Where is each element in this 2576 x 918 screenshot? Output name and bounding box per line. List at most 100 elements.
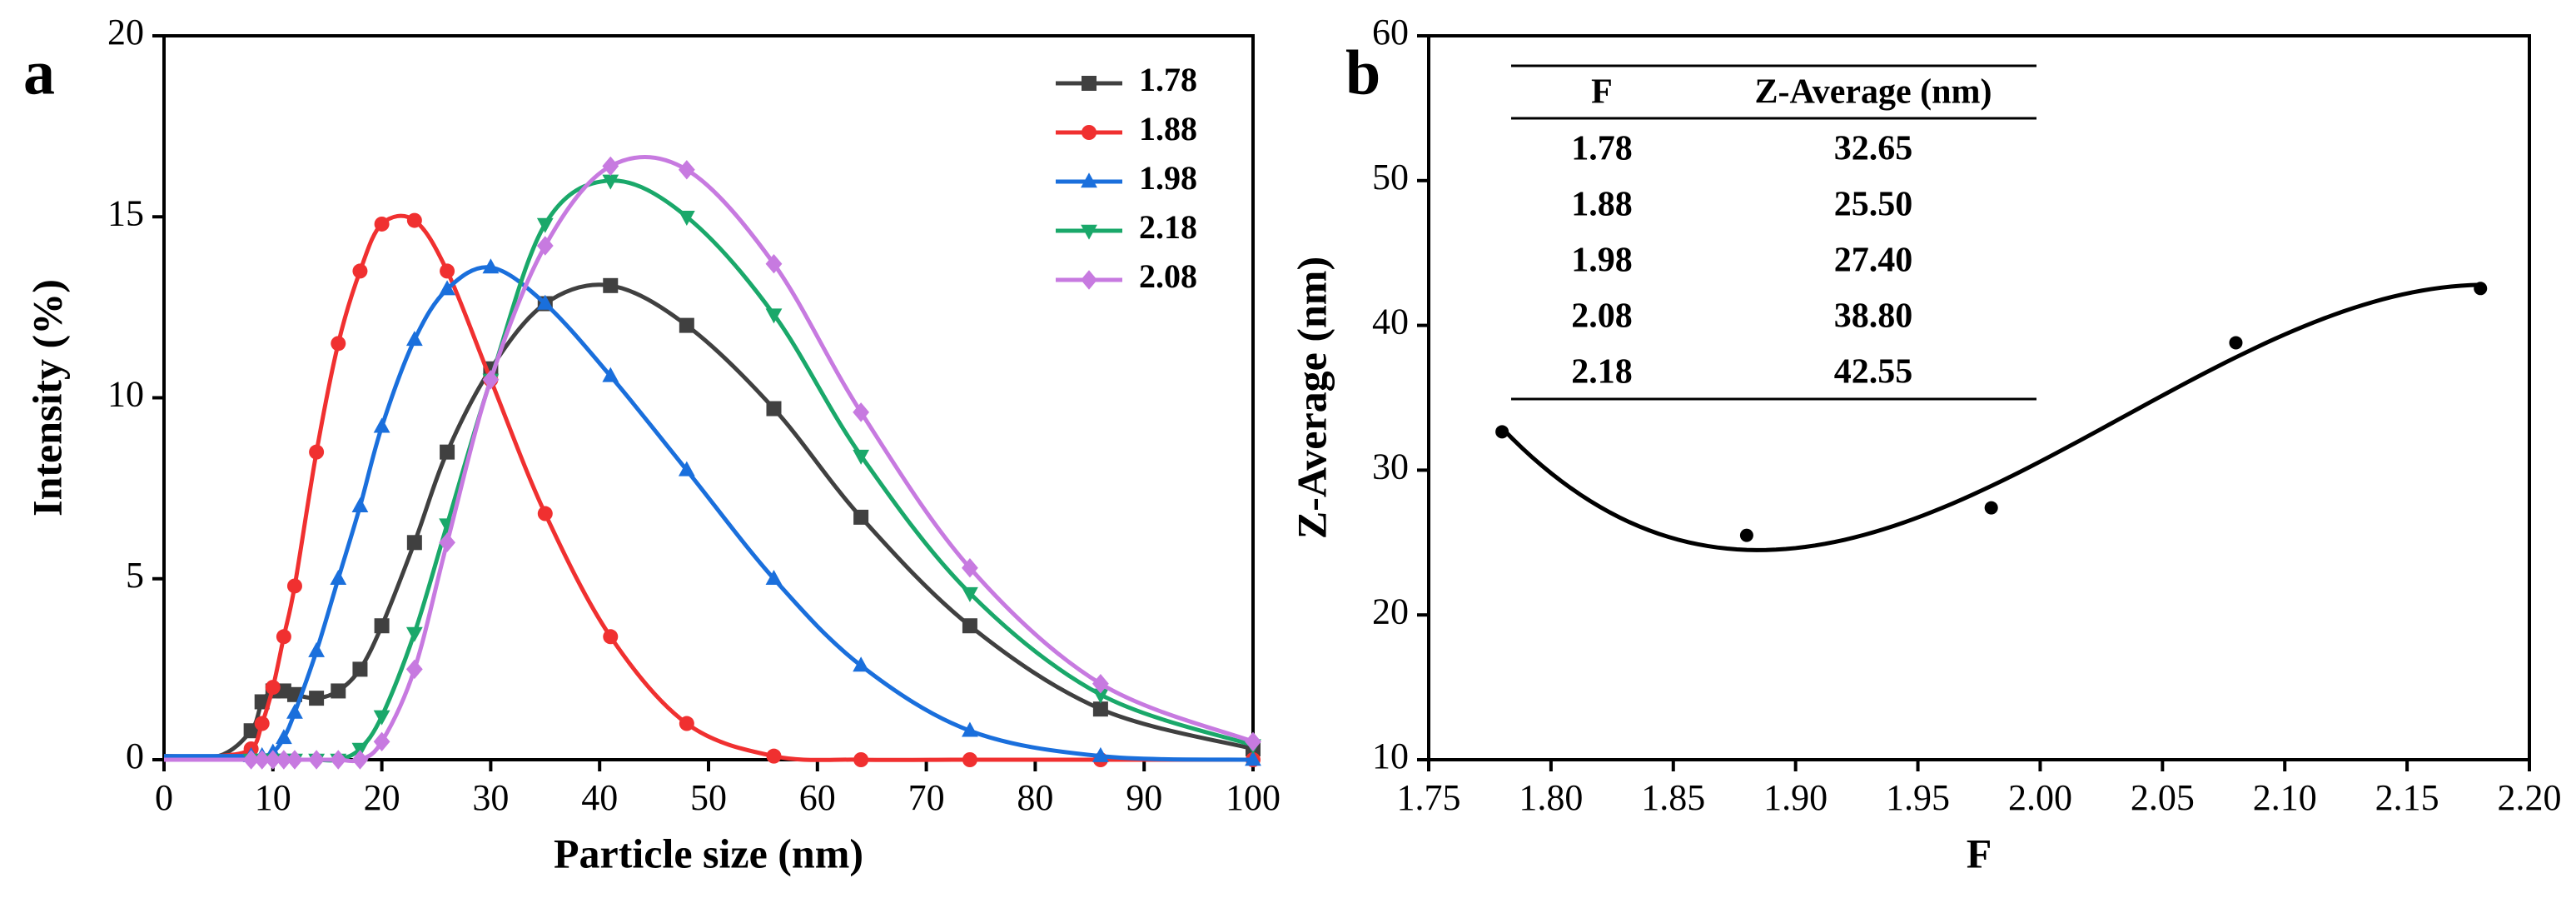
y-tick-label: 20 — [1372, 591, 1409, 631]
marker — [253, 750, 271, 770]
marker — [243, 723, 259, 739]
x-tick-label: 1.90 — [1763, 777, 1828, 818]
table-cell: 1.78 — [1571, 130, 1633, 168]
marker — [602, 367, 619, 382]
marker — [331, 683, 346, 699]
x-tick-label: 2.10 — [2253, 777, 2317, 818]
x-tick-label: 0 — [155, 777, 173, 818]
marker — [482, 258, 500, 274]
x-axis-label: Particle size (nm) — [554, 830, 863, 876]
marker — [678, 461, 695, 476]
y-tick-label: 60 — [1372, 12, 1409, 52]
x-tick-label: 1.80 — [1519, 777, 1583, 818]
marker — [264, 750, 281, 770]
x-tick-label: 20 — [364, 777, 400, 818]
y-tick-label: 15 — [107, 192, 144, 233]
marker — [765, 569, 783, 585]
legend-label: 1.98 — [1139, 159, 1197, 197]
scatter-point — [2229, 336, 2243, 350]
marker — [286, 578, 302, 594]
y-tick-label: 20 — [107, 12, 144, 52]
legend-label: 1.88 — [1139, 110, 1197, 147]
marker — [1092, 746, 1109, 762]
marker — [765, 254, 783, 274]
marker — [962, 752, 977, 767]
x-tick-label: 90 — [1126, 777, 1162, 818]
y-axis-label: Z-Average (nm) — [1288, 257, 1335, 539]
marker — [405, 331, 423, 347]
marker — [1245, 731, 1261, 751]
panel-label: b — [1345, 37, 1380, 107]
marker — [405, 659, 423, 680]
y-tick-label: 10 — [107, 374, 144, 415]
marker — [1092, 674, 1109, 694]
marker — [242, 750, 260, 770]
x-axis-label: F — [1967, 830, 1992, 876]
marker — [373, 731, 390, 751]
legend-label: 2.08 — [1139, 257, 1197, 295]
marker — [962, 721, 978, 737]
marker — [602, 174, 619, 190]
y-tick-label: 5 — [126, 555, 144, 596]
marker — [351, 497, 369, 513]
marker — [1092, 701, 1108, 717]
marker — [308, 641, 326, 657]
y-tick-label: 10 — [1372, 736, 1409, 776]
marker — [1081, 172, 1097, 188]
marker — [602, 156, 619, 177]
marker — [853, 449, 870, 465]
x-tick-label: 80 — [1017, 777, 1053, 818]
marker — [536, 236, 554, 256]
scatter-point — [1984, 501, 1998, 515]
marker — [678, 160, 695, 180]
x-tick-label: 100 — [1226, 777, 1281, 818]
marker — [1082, 125, 1097, 140]
table-cell: 27.40 — [1834, 242, 1913, 280]
marker — [1245, 751, 1261, 766]
scatter-point — [2474, 282, 2488, 296]
marker — [962, 618, 977, 634]
marker — [275, 750, 292, 770]
marker — [351, 750, 369, 770]
x-tick-label: 70 — [908, 777, 945, 818]
panel-label: a — [23, 37, 55, 107]
marker — [406, 535, 422, 551]
marker — [276, 629, 291, 645]
marker — [265, 680, 281, 696]
marker — [766, 748, 782, 764]
y-tick-label: 40 — [1372, 302, 1409, 342]
marker — [765, 308, 783, 324]
marker — [1081, 270, 1097, 290]
marker — [286, 750, 303, 770]
marker — [603, 277, 619, 293]
marker — [440, 444, 455, 460]
x-tick-label: 1.75 — [1397, 777, 1461, 818]
scatter-point — [1495, 425, 1509, 439]
marker — [406, 212, 422, 228]
series-line — [164, 155, 1254, 764]
marker — [536, 217, 554, 233]
y-tick-label: 0 — [126, 736, 144, 776]
table-cell: 2.18 — [1571, 353, 1633, 392]
plot-frame — [1427, 34, 2531, 761]
marker — [309, 444, 325, 460]
marker — [331, 336, 346, 352]
y-axis-label: Intensity (%) — [23, 279, 70, 516]
marker — [679, 317, 694, 333]
marker — [1082, 76, 1097, 91]
x-tick-label: 60 — [799, 777, 836, 818]
marker — [853, 509, 869, 525]
marker — [309, 691, 325, 706]
marker — [330, 750, 347, 770]
marker — [678, 211, 695, 227]
x-tick-label: 2.00 — [2008, 777, 2072, 818]
table-cell: 2.08 — [1571, 297, 1633, 336]
marker — [536, 294, 554, 310]
x-tick-label: 40 — [581, 777, 618, 818]
x-tick-label: 2.05 — [2131, 777, 2195, 818]
series-line — [164, 178, 1254, 763]
marker — [853, 656, 870, 672]
marker — [440, 263, 455, 279]
marker — [603, 629, 619, 645]
